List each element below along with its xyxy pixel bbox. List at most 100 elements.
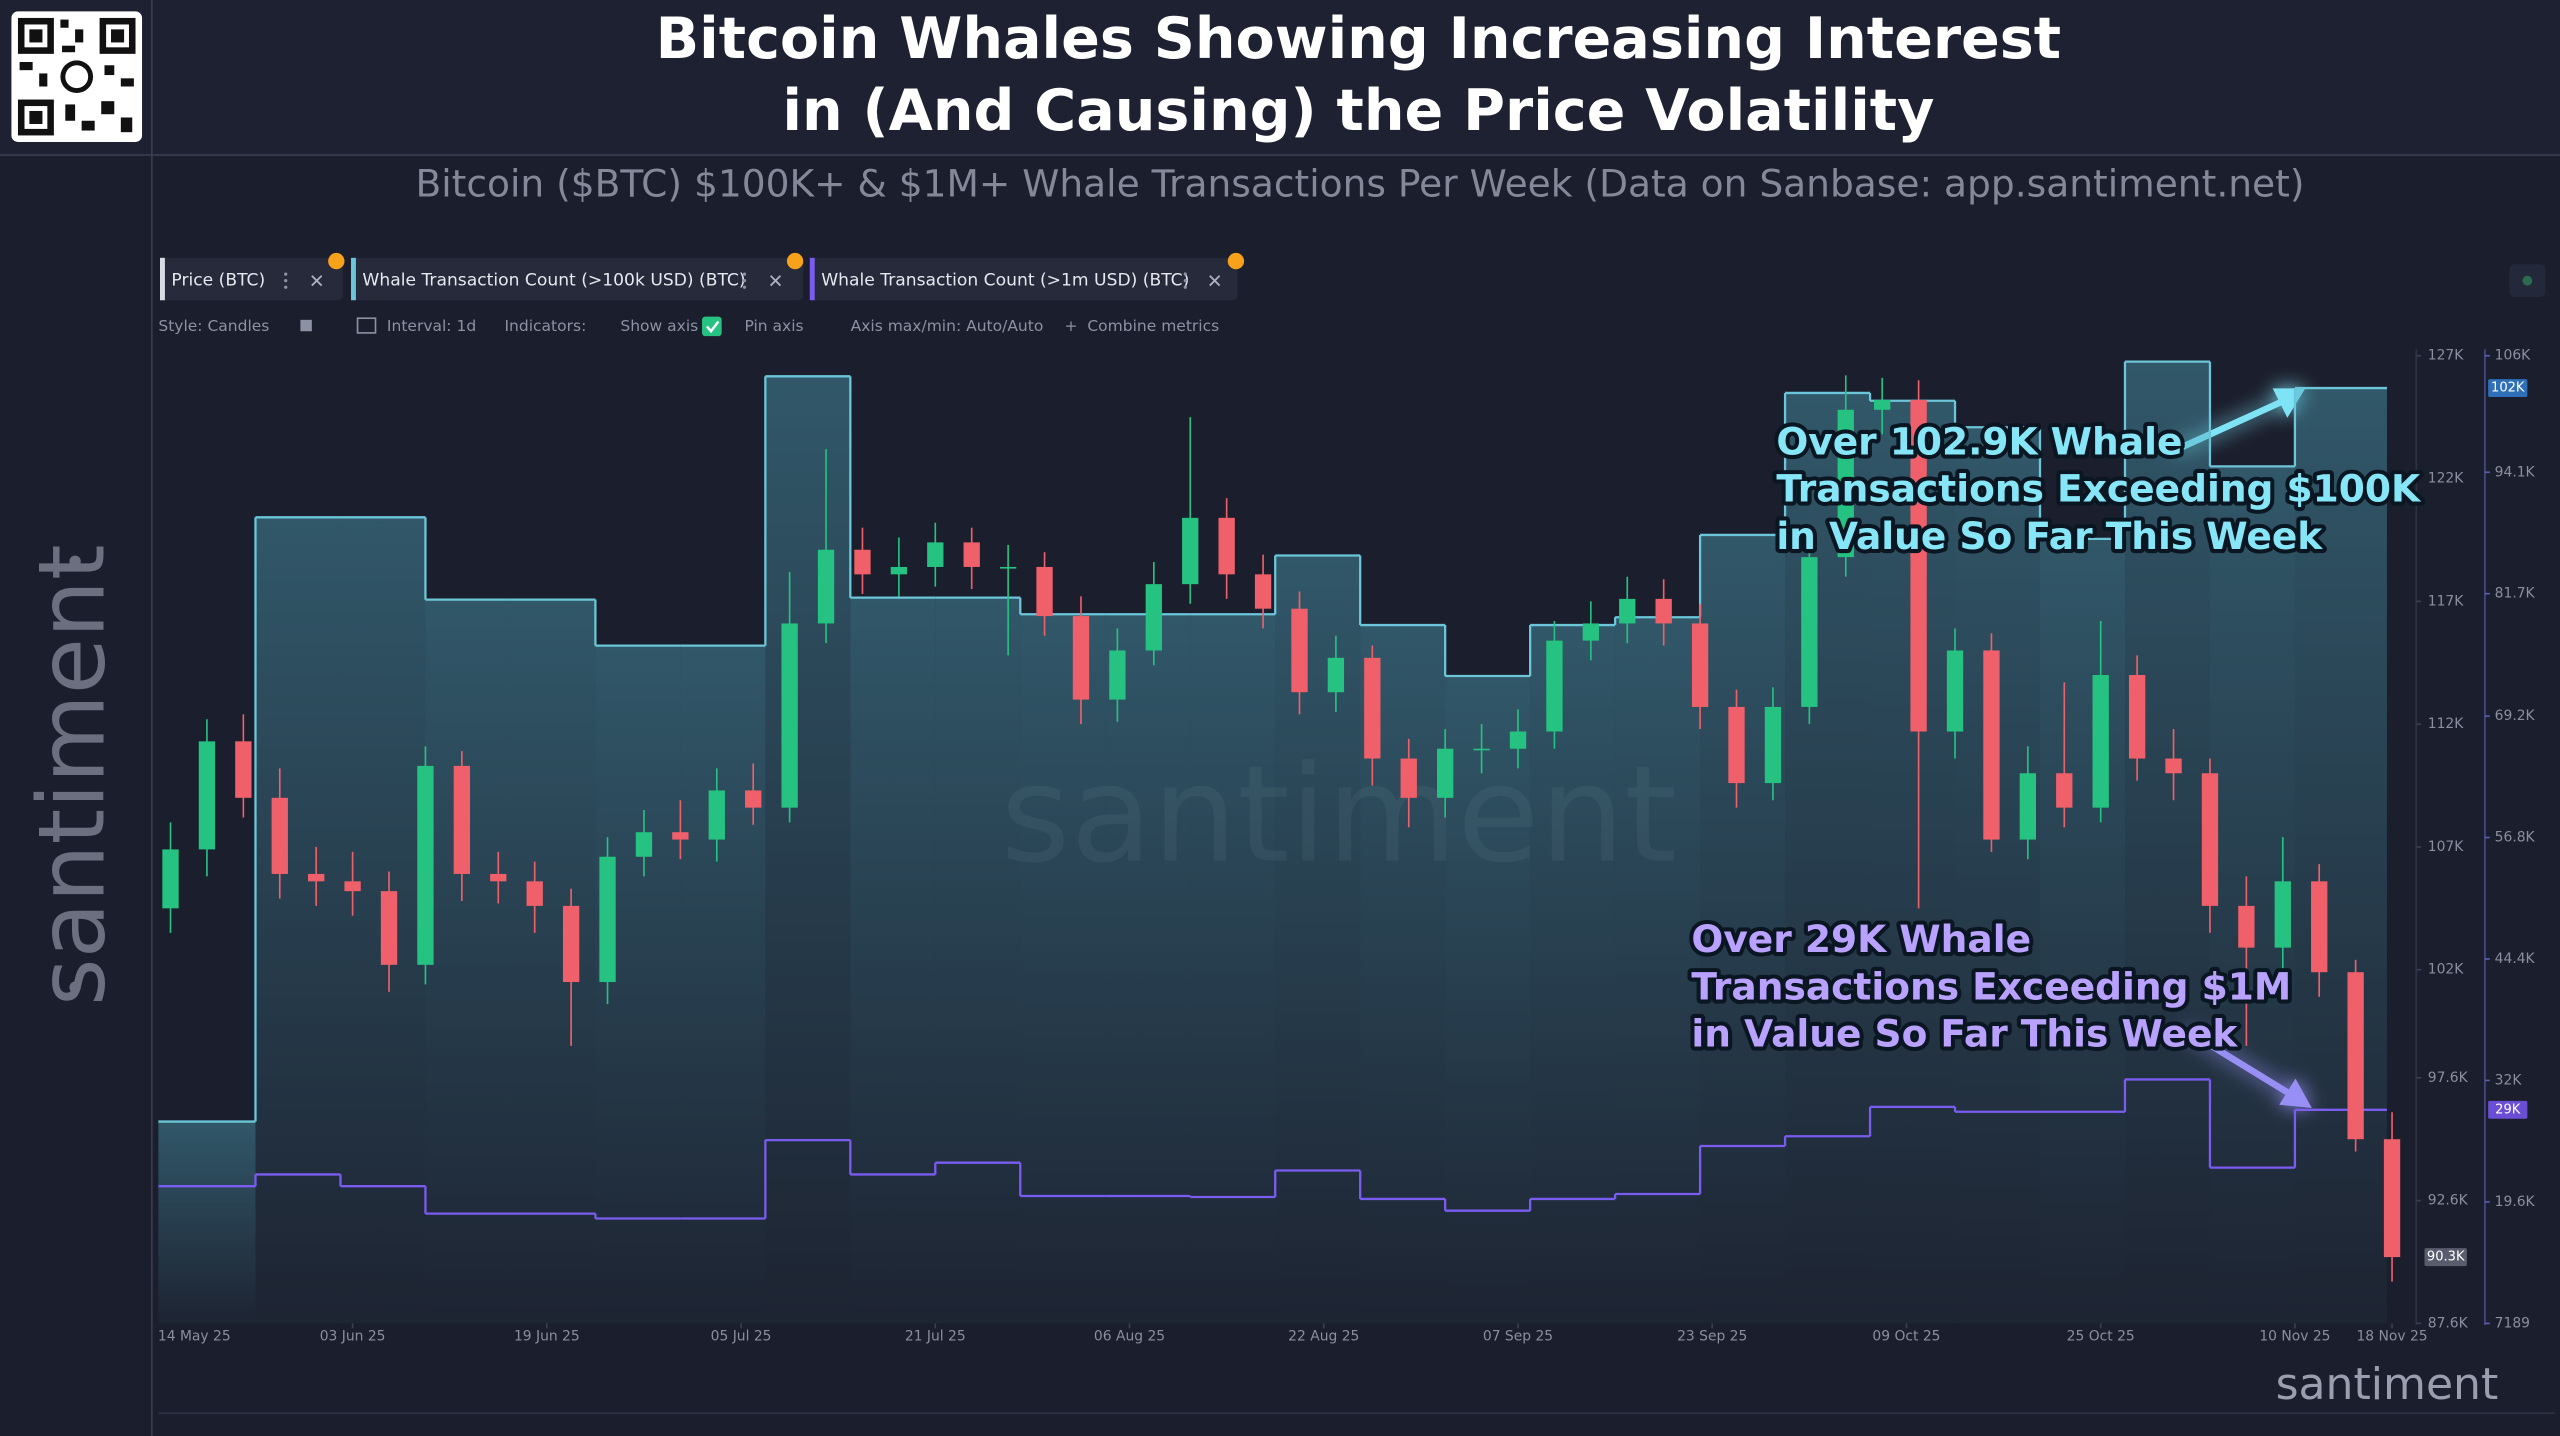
tab[interactable] xyxy=(351,257,804,301)
candle-body xyxy=(745,790,762,808)
candle-body xyxy=(1145,584,1162,651)
sidebar-brand: santiment xyxy=(18,544,125,1006)
area-segment xyxy=(1105,614,1191,1324)
candle-body xyxy=(1983,650,2000,840)
last-value-badge xyxy=(2488,379,2528,398)
toolbar-control[interactable]: Show axis xyxy=(620,317,698,335)
candle-body xyxy=(1072,616,1090,700)
candle-body xyxy=(235,741,252,798)
metric-tabs: Price (BTC) Whale Transaction Count (>10… xyxy=(160,252,1245,301)
tab-label[interactable]: Whale Transaction Count (>100k USD) (BTC… xyxy=(362,271,745,291)
candle-body xyxy=(2238,905,2255,948)
area-segment xyxy=(1700,534,1786,1324)
status-dot xyxy=(2522,275,2533,286)
tab-color xyxy=(809,257,815,301)
tab-color xyxy=(351,257,356,301)
y2-tick-label: 69.2K xyxy=(2495,708,2536,724)
toolbar-control[interactable]: Pin axis xyxy=(744,317,803,335)
annotation-line: Over 29K Whale xyxy=(1691,917,2031,961)
candle-body xyxy=(271,797,288,874)
candle-body xyxy=(1582,623,1599,641)
area-segment xyxy=(765,376,851,1324)
candle-body xyxy=(2165,758,2182,774)
candle-body xyxy=(1509,731,1527,749)
x-tick-label: 14 May 25 xyxy=(158,1328,231,1344)
area-segment xyxy=(425,599,511,1324)
header-band xyxy=(0,0,2560,156)
candle-body xyxy=(198,741,216,850)
candle-body xyxy=(1327,657,1345,693)
plot-layer xyxy=(158,360,2401,1324)
candle-body xyxy=(817,549,835,624)
candle-body xyxy=(490,873,507,882)
candle-body xyxy=(1364,657,1381,759)
candle-body xyxy=(1036,566,1053,617)
last-value-label: 90.3K xyxy=(2427,1250,2465,1265)
candle-body xyxy=(380,891,398,965)
y2-tick-label: 7189 xyxy=(2495,1315,2530,1331)
step-series xyxy=(158,1078,2387,1220)
last-value-label: 29K xyxy=(2495,1102,2521,1117)
toolbar-control[interactable]: Style: Candles xyxy=(158,317,269,335)
tab-color xyxy=(160,257,165,301)
x-tick-label: 10 Nov 25 xyxy=(2259,1328,2330,1344)
toolbar-control[interactable]: Combine metrics xyxy=(1087,317,1219,335)
tab[interactable] xyxy=(809,257,1238,301)
checkmark xyxy=(705,320,720,334)
tab-close[interactable] xyxy=(311,275,1221,287)
toolbar-control[interactable]: Indicators: xyxy=(504,317,586,335)
y-tick-label: 127K xyxy=(2428,348,2464,364)
annotation-line: Over 102.9K Whale xyxy=(1776,419,2182,463)
candle-body xyxy=(1874,399,1891,410)
area-segment xyxy=(510,599,596,1324)
y-tick-label: 112K xyxy=(2428,716,2464,732)
candle-body xyxy=(1436,748,1454,798)
y-tick-label: 117K xyxy=(2428,593,2464,609)
candle-body xyxy=(526,881,543,906)
area-segment xyxy=(935,597,1021,1324)
tab[interactable] xyxy=(160,257,343,301)
checkbox[interactable] xyxy=(702,316,722,337)
candle-body xyxy=(963,542,980,567)
title-line: Bitcoin Whales Showing Increasing Intere… xyxy=(656,6,2061,72)
candles xyxy=(162,375,2401,1282)
tab-badge xyxy=(328,252,1245,270)
candle-body xyxy=(417,765,434,965)
interval-icon xyxy=(356,317,377,334)
y-tick-label: 122K xyxy=(2428,471,2464,487)
candle-body xyxy=(1910,399,1927,732)
tab-menu-dots[interactable] xyxy=(284,272,1187,289)
color-swatch[interactable] xyxy=(300,319,312,332)
candle-body xyxy=(1801,557,1818,707)
x-tick-label: 18 Nov 25 xyxy=(2356,1328,2427,1344)
area-segment xyxy=(2124,361,2210,1324)
tab-label[interactable]: Price (BTC) xyxy=(171,271,265,291)
candle-body xyxy=(1546,640,1563,732)
candle-body xyxy=(635,832,653,857)
y2-tick-label: 94.1K xyxy=(2495,464,2536,480)
candle-body xyxy=(308,873,325,882)
area-segment xyxy=(1275,555,1361,1324)
y2-tick-label: 56.8K xyxy=(2495,830,2536,846)
candle-body xyxy=(1182,517,1199,585)
area-segment xyxy=(1020,614,1106,1324)
candle-body xyxy=(2056,773,2073,808)
tab-label[interactable]: Whale Transaction Count (>1m USD) (BTC) xyxy=(821,271,1189,291)
candle-body xyxy=(1473,748,1490,751)
area-segment xyxy=(1785,392,1871,1324)
y-tick-label: 97.6K xyxy=(2428,1070,2469,1086)
last-value-badge xyxy=(2488,1100,2528,1119)
candle-body xyxy=(1254,574,1272,609)
area-segment xyxy=(680,645,766,1324)
candle-body xyxy=(2274,881,2291,948)
toolbar-control[interactable]: Axis max/min: Auto/Auto xyxy=(851,317,1044,335)
toolbar-control[interactable]: Interval: 1d xyxy=(387,317,476,335)
x-tick-label: 07 Sep 25 xyxy=(1483,1328,1553,1344)
y-tick-label: 87.6K xyxy=(2428,1315,2469,1331)
candle-body xyxy=(2311,881,2328,973)
candle-body xyxy=(999,566,1017,569)
candle-body xyxy=(2019,773,2037,840)
area-segment xyxy=(2040,538,2125,1324)
x-tick-label: 05 Jul 25 xyxy=(711,1328,772,1344)
candle-body xyxy=(708,790,725,840)
